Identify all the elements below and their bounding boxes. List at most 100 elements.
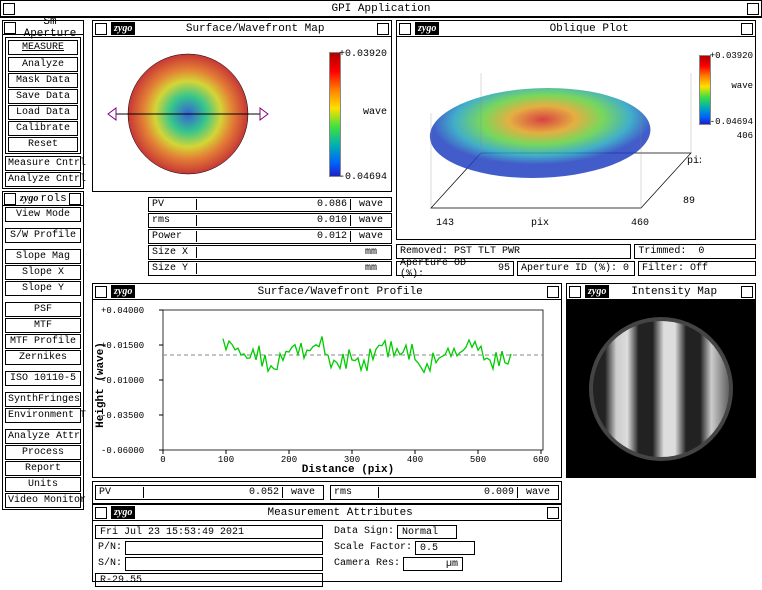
removed-label: Removed: [400, 246, 448, 257]
close-icon[interactable] [95, 507, 107, 519]
svg-text:pix: pix [531, 217, 549, 229]
attr-r: R-29.55 [95, 573, 323, 587]
wavefront-map-plot[interactable] [103, 47, 273, 182]
video-monitor-button[interactable]: Video Monitor [5, 493, 81, 508]
svg-text:200: 200 [281, 455, 297, 465]
zernikes-button[interactable]: Zernikes [5, 350, 81, 365]
measure-button[interactable]: MEASURE [8, 40, 78, 55]
minimize-icon[interactable] [747, 3, 759, 15]
attrs-window: zygoMeasurement Attributes Fri Jul 23 15… [92, 504, 562, 582]
app-titlebar: GPI Application [0, 0, 762, 18]
colorbar [329, 52, 341, 177]
measure-cntrl-button[interactable]: Measure Cntrl [5, 156, 81, 171]
mtf-profile-button[interactable]: MTF Profile [5, 334, 81, 349]
iso-button[interactable]: ISO 10110-5 [5, 371, 81, 386]
load-data-button[interactable]: Load Data [8, 105, 78, 120]
intensity-title: Intensity Map [609, 286, 739, 298]
close-icon[interactable] [569, 286, 581, 298]
profile-chart[interactable]: +0.04000+0.01500-0.01000-0.03500-0.06000… [93, 300, 559, 475]
mtf-button[interactable]: MTF [5, 318, 81, 333]
close-icon[interactable] [95, 23, 107, 35]
obl-max: +0.03920 [710, 51, 753, 61]
svg-text:pix: pix [687, 155, 701, 167]
pn-input[interactable] [125, 541, 323, 555]
sysmenu-icon[interactable] [3, 3, 15, 15]
svg-text:-0.01000: -0.01000 [101, 376, 144, 386]
close-icon[interactable] [4, 22, 16, 34]
svg-text:Distance (pix): Distance (pix) [302, 464, 394, 475]
sw-profile-button[interactable]: S/W Profile [5, 228, 81, 243]
min-icon[interactable] [741, 23, 753, 35]
synthfringes-button[interactable]: SynthFringes [5, 392, 81, 407]
oblique-plot[interactable]: 143 460 pix 89 pix [401, 43, 701, 233]
sn-label: S/N: [95, 558, 125, 569]
svg-text:100: 100 [218, 455, 234, 465]
aid-label: Aperture ID (%): [521, 263, 617, 274]
oblique-plot-window: zygoOblique Plot 143 460 pix 89 pix +0.0… [396, 20, 756, 240]
svg-text:400: 400 [407, 455, 423, 465]
map-stats: PV0.086wave rms0.010wave Power0.012wave … [148, 196, 392, 277]
aod-label: Aperture OD (%): [400, 258, 492, 280]
prof-pv-value: 0.052 [144, 487, 283, 498]
reset-button[interactable]: Reset [8, 137, 78, 152]
sidebar-title-aperture: Sm Aperture [18, 16, 82, 40]
power-value: 0.012 [197, 231, 351, 242]
close-icon[interactable] [399, 23, 411, 35]
colorbar [699, 55, 711, 125]
sidebar: Sm Aperture MEASURE AnalyzeMask DataSave… [2, 20, 84, 512]
units-button[interactable]: Units [5, 477, 81, 492]
wavefront-map-window: zygoSurface/Wavefront Map +0.03920 wave … [92, 20, 392, 192]
sf-value: 0.5 [415, 541, 475, 555]
svg-text:-0.06000: -0.06000 [101, 446, 144, 456]
intensity-window: zygoIntensity Map [566, 283, 756, 478]
psf-button[interactable]: PSF [5, 302, 81, 317]
slope-mag-button[interactable]: Slope Mag [5, 249, 81, 264]
environment-button[interactable]: Environment T [5, 408, 81, 423]
sizey-unit: mm [351, 263, 391, 274]
view-mode-button[interactable]: View Mode [5, 207, 81, 222]
slope-y-button[interactable]: Slope Y [5, 281, 81, 296]
logo-icon: zygo [111, 506, 135, 519]
intensity-plot[interactable] [576, 309, 746, 469]
analyze-cntrl-button[interactable]: Analyze Cntrl [5, 172, 81, 187]
svg-text:143: 143 [436, 218, 454, 229]
trimmed-value: 0 [698, 246, 704, 257]
min-icon[interactable] [547, 286, 559, 298]
mask-data-button[interactable]: Mask Data [8, 73, 78, 88]
rms-label: rms [149, 215, 197, 226]
min-icon[interactable] [741, 286, 753, 298]
svg-text:0: 0 [160, 455, 165, 465]
prof-pv-label: PV [96, 487, 144, 498]
calibrate-button[interactable]: Calibrate [8, 121, 78, 136]
rms-value: 0.010 [197, 215, 351, 226]
svg-text:+0.04000: +0.04000 [101, 306, 144, 316]
attrs-title: Measurement Attributes [135, 507, 545, 519]
prof-pv-unit: wave [283, 487, 323, 498]
obl-min: -0.04694 [710, 117, 753, 127]
process-button[interactable]: Process [5, 445, 81, 460]
analyze-attr-button[interactable]: Analyze Attr [5, 429, 81, 444]
sizey-label: Size Y [149, 263, 197, 274]
report-button[interactable]: Report [5, 461, 81, 476]
slope-x-button[interactable]: Slope X [5, 265, 81, 280]
prof-rms-unit: wave [518, 487, 558, 498]
wavefront-map-title: Surface/Wavefront Map [135, 23, 375, 35]
analyze-button[interactable]: Analyze [8, 57, 78, 72]
sn-input[interactable] [125, 557, 323, 571]
oblique-title: Oblique Plot [439, 23, 739, 35]
min-icon[interactable] [547, 507, 559, 519]
prof-rms-label: rms [331, 487, 379, 498]
close-icon[interactable] [4, 193, 16, 205]
min-icon[interactable] [69, 193, 81, 205]
save-data-button[interactable]: Save Data [8, 89, 78, 104]
attr-date: Fri Jul 23 15:53:49 2021 [95, 525, 323, 539]
cr-label: Camera Res: [331, 558, 403, 569]
svg-text:+0.01500: +0.01500 [101, 341, 144, 351]
obl-unit: wave [731, 81, 753, 91]
close-icon[interactable] [95, 286, 107, 298]
sizex-unit: mm [351, 247, 391, 258]
oblique-status: Removed: PST TLT PWR Trimmed: 0 Aperture… [396, 243, 756, 277]
min-icon[interactable] [377, 23, 389, 35]
pv-label: PV [149, 199, 197, 210]
logo-icon: zygo [415, 22, 439, 35]
